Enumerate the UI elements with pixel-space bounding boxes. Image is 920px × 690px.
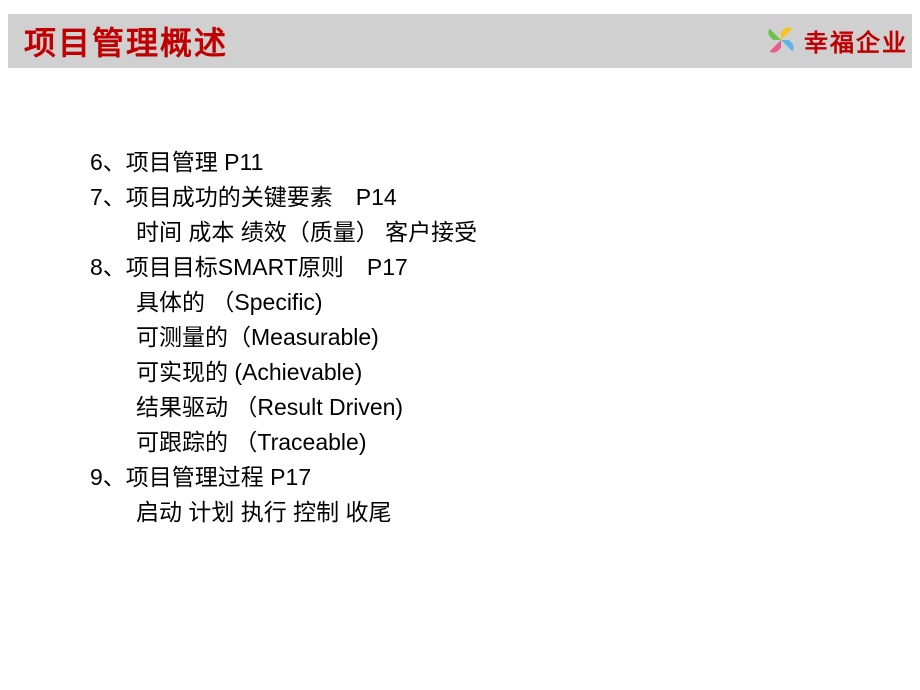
content-body: 6、项目管理 P11 7、项目成功的关键要素 P14 时间 成本 绩效（质量） … [90,145,477,529]
content-line: 6、项目管理 P11 [90,145,477,180]
content-line: 可跟踪的 （Traceable) [90,425,477,460]
content-line: 结果驱动 （Result Driven) [90,390,477,425]
content-line: 9、项目管理过程 P17 [90,460,477,495]
page-title: 项目管理概述 [24,18,228,64]
pinwheel-icon [762,21,800,59]
content-line: 启动 计划 执行 控制 收尾 [90,495,477,530]
content-line: 可测量的（Measurable) [90,320,477,355]
logo: 幸福企业 [748,8,908,72]
logo-text: 幸福企业 [804,23,908,58]
content-line: 8、项目目标SMART原则 P17 [90,250,477,285]
content-line: 可实现的 (Achievable) [90,355,477,390]
content-line: 时间 成本 绩效（质量） 客户接受 [90,215,477,250]
content-line: 7、项目成功的关键要素 P14 [90,180,477,215]
content-line: 具体的 （Specific) [90,285,477,320]
